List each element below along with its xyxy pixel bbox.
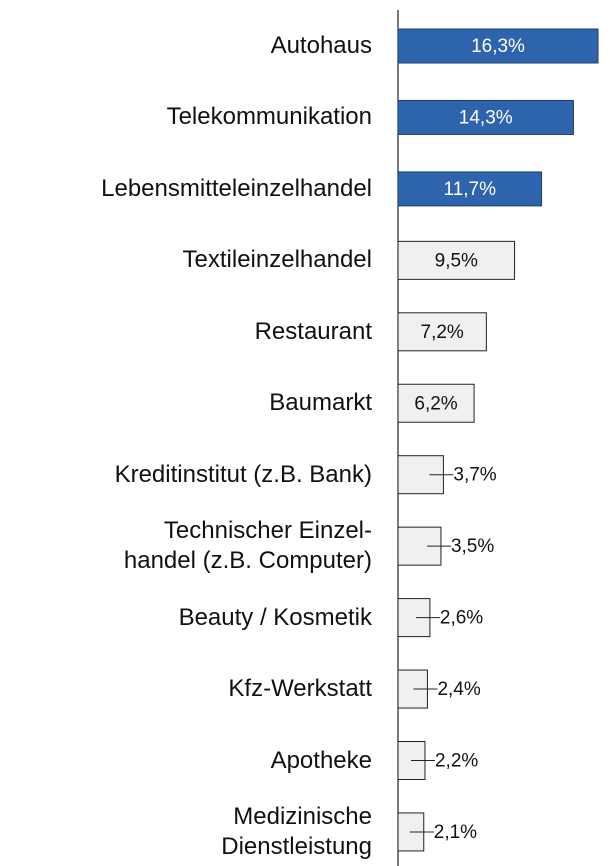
bar	[397, 28, 599, 64]
category-label: Baumarkt	[269, 389, 372, 417]
category-label: Telekommunikation	[166, 103, 372, 131]
category-label: Kfz-Werkstatt	[228, 675, 372, 703]
category-label: Textileinzelhandel	[182, 246, 372, 274]
bar	[397, 312, 487, 352]
bar	[397, 383, 475, 423]
value-label: 2,1%	[434, 822, 477, 843]
category-label: Lebensmitteleinzelhandel	[101, 174, 372, 202]
category-label: Kreditinstitut (z.B. Bank)	[114, 460, 372, 488]
value-label: 3,5%	[451, 536, 494, 557]
category-label: Medizinische Dienstleistung	[221, 802, 372, 860]
category-label: Restaurant	[254, 317, 372, 345]
value-label: 16,3%	[471, 36, 525, 57]
bar	[397, 240, 516, 280]
value-label: 6,2%	[414, 393, 457, 414]
value-label: 2,2%	[435, 751, 478, 772]
bar	[397, 99, 574, 135]
category-label: Technischer Einzel- handel (z.B. Compute…	[123, 517, 372, 575]
value-label: 2,6%	[440, 608, 483, 629]
value-label: 3,7%	[453, 465, 496, 486]
value-label: 7,2%	[421, 322, 464, 343]
value-label: 11,7%	[444, 179, 497, 200]
value-label: 14,3%	[459, 107, 513, 128]
bar	[397, 171, 543, 207]
value-label: 9,5%	[435, 250, 478, 271]
value-label: 2,4%	[437, 679, 480, 700]
category-label: Autohaus	[270, 32, 372, 59]
category-label: Apotheke	[270, 746, 372, 774]
category-label: Beauty / Kosmetik	[178, 603, 372, 631]
